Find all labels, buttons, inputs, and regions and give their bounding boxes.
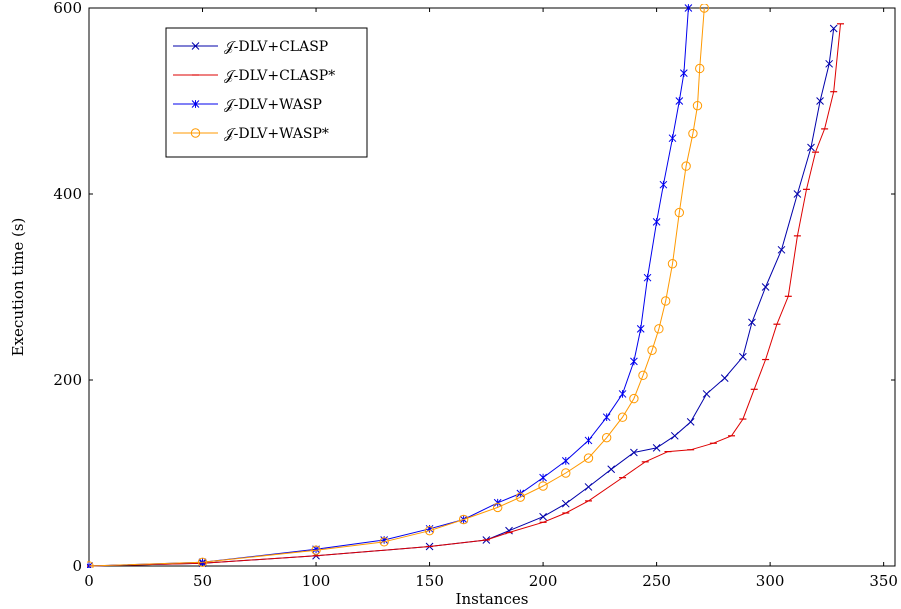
y-tick-label: 600 xyxy=(53,0,82,17)
series-layer xyxy=(87,4,845,568)
series-marker xyxy=(630,448,638,457)
series-marker xyxy=(561,457,570,465)
series-marker xyxy=(652,218,661,226)
series-marker xyxy=(668,134,677,143)
legend-entry: 𝒥-DLV+CLASP xyxy=(173,39,328,55)
series-marker xyxy=(679,69,688,77)
series-marker xyxy=(379,537,389,547)
series-marker xyxy=(636,324,645,333)
series-line xyxy=(88,7,689,567)
series-4 xyxy=(87,4,709,568)
series-marker xyxy=(807,143,815,152)
x-tick-label: 100 xyxy=(302,572,331,590)
series-marker xyxy=(643,273,652,282)
series-marker xyxy=(492,502,503,513)
series-marker xyxy=(825,59,834,68)
series-marker xyxy=(311,545,321,555)
series-marker xyxy=(539,512,547,521)
series-marker xyxy=(688,128,698,139)
series-marker xyxy=(667,259,678,269)
series-marker xyxy=(681,161,691,171)
series-marker xyxy=(702,390,711,398)
series-marker xyxy=(584,436,593,445)
series-line xyxy=(88,23,841,567)
x-tick-label: 300 xyxy=(756,572,785,590)
series-marker xyxy=(674,207,685,218)
y-tick-label: 400 xyxy=(53,185,82,203)
series-marker xyxy=(539,473,547,482)
legend-label: 𝒥-DLV+CLASP xyxy=(224,39,328,55)
y-axis-title: Execution time (s) xyxy=(9,218,27,357)
series-marker xyxy=(816,97,824,105)
legend-entry: 𝒥-DLV+CLASP* xyxy=(173,68,335,84)
series-marker xyxy=(748,318,756,327)
series-marker xyxy=(515,492,526,502)
series-marker xyxy=(87,561,94,568)
x-tick-label: 0 xyxy=(84,572,94,590)
series-marker xyxy=(190,128,201,138)
series-marker xyxy=(777,245,786,254)
legend-label: 𝒥-DLV+WASP xyxy=(224,97,322,113)
legend-label: 𝒥-DLV+WASP* xyxy=(224,126,329,142)
series-marker xyxy=(761,283,770,291)
series-marker xyxy=(793,190,802,198)
series-marker xyxy=(458,514,469,525)
series-marker xyxy=(629,393,639,404)
series-marker xyxy=(630,357,638,366)
series-marker xyxy=(561,499,570,508)
legend: 𝒥-DLV+CLASP 𝒥-DLV+CLASP* 𝒥-DLV+WASP 𝒥-DLV+W… xyxy=(165,27,368,158)
series-marker xyxy=(424,525,435,536)
series-marker xyxy=(191,100,200,108)
series-marker xyxy=(670,431,679,440)
series-marker xyxy=(638,370,648,381)
series-marker xyxy=(675,97,684,105)
x-tick-label: 200 xyxy=(529,572,558,590)
legend-entry: 𝒥-DLV+WASP xyxy=(173,97,322,113)
series-marker xyxy=(647,345,657,355)
series-marker xyxy=(720,374,729,382)
series-marker xyxy=(607,465,616,474)
series-marker xyxy=(659,180,668,189)
x-tick-label: 150 xyxy=(415,572,444,590)
series-marker xyxy=(699,4,709,13)
legend-entry: 𝒥-DLV+WASP* xyxy=(173,126,329,142)
x-axis-title: Instances xyxy=(456,590,529,608)
legend-label: 𝒥-DLV+CLASP* xyxy=(224,68,335,84)
series-marker xyxy=(538,481,548,491)
series-marker xyxy=(583,453,594,463)
series-marker xyxy=(660,296,671,306)
series-marker xyxy=(686,417,695,426)
series-marker xyxy=(602,413,611,422)
legend-box xyxy=(165,27,368,158)
plot-frame xyxy=(88,7,896,567)
series-marker xyxy=(197,557,208,567)
x-tick-label: 50 xyxy=(193,572,212,590)
series-marker xyxy=(739,352,747,361)
series-marker xyxy=(695,63,705,74)
series-marker xyxy=(617,412,628,422)
series-marker xyxy=(829,24,838,33)
series-marker xyxy=(684,4,693,12)
series-marker xyxy=(601,432,612,443)
series-marker xyxy=(654,324,664,334)
series-marker xyxy=(618,390,627,398)
series-marker xyxy=(652,444,661,452)
axis-ticks: 0 50 100 150 200 250 300 350 0 200 400 600 xyxy=(53,0,898,590)
series-marker xyxy=(561,468,571,478)
series-marker xyxy=(191,42,200,50)
x-tick-label: 350 xyxy=(869,572,898,590)
series-line xyxy=(88,7,705,567)
series-marker xyxy=(692,100,703,111)
x-tick-label: 250 xyxy=(642,572,671,590)
y-tick-label: 200 xyxy=(53,371,82,389)
series-marker xyxy=(584,483,593,491)
y-tick-label: 0 xyxy=(72,557,82,575)
